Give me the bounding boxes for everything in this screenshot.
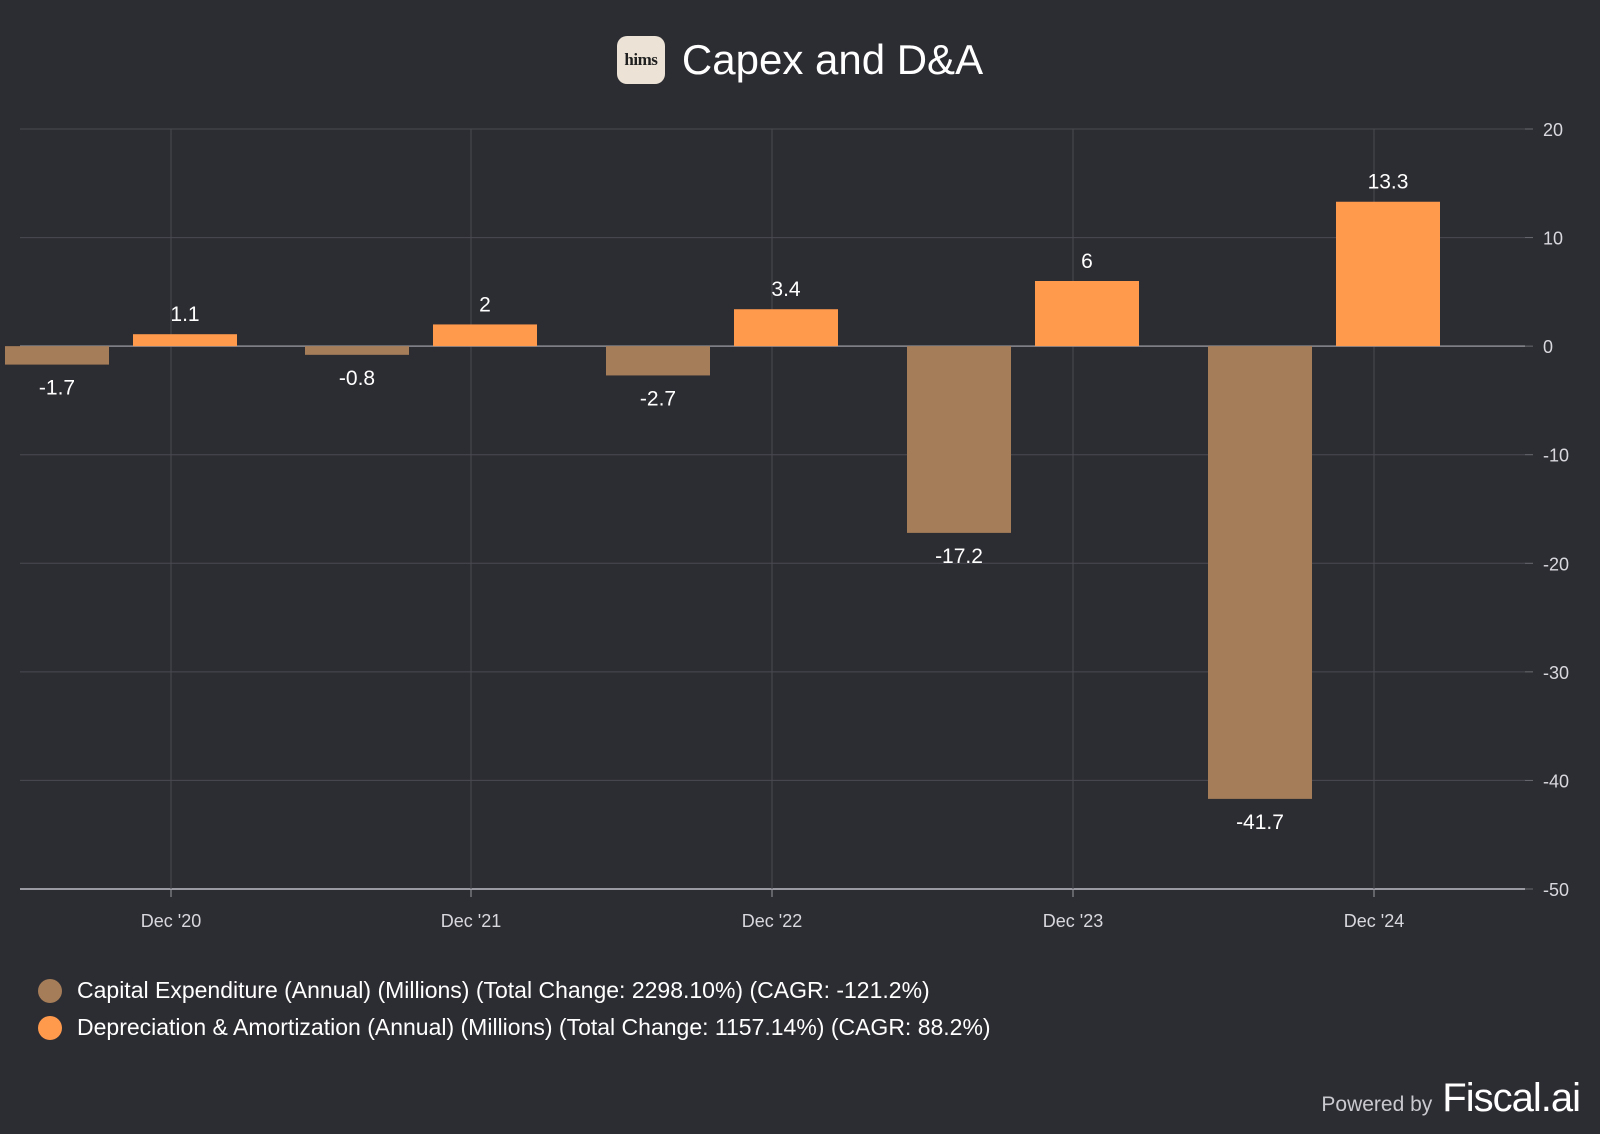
data-label-capex: -2.7 (640, 387, 676, 410)
legend-dot-capex (38, 978, 62, 1003)
y-tick-label: 0 (1543, 337, 1553, 357)
chart-header: hims Capex and D&A (0, 30, 1600, 90)
y-tick-label: -20 (1543, 554, 1569, 574)
x-tick-label: Dec '21 (441, 911, 501, 931)
fiscal-ai-logo[interactable]: Fiscal.ai (1442, 1076, 1581, 1120)
y-tick-label: -30 (1543, 663, 1569, 683)
powered-by-text: Powered by (1321, 1093, 1433, 1116)
y-tick-label: 10 (1543, 229, 1563, 249)
bar-capex (606, 346, 710, 376)
legend-item-da[interactable]: Depreciation & Amortization (Annual) (Mi… (38, 1009, 991, 1046)
chart-title: Capex and D&A (681, 36, 984, 83)
data-label-da: 2 (479, 293, 491, 316)
bar-da (133, 334, 237, 347)
data-label-capex: -1.7 (39, 377, 75, 400)
bar-da (433, 324, 537, 347)
x-tick-label: Dec '20 (141, 911, 201, 931)
legend-dot-da (38, 1015, 62, 1040)
data-label-capex: -41.7 (1236, 811, 1284, 834)
y-tick-label: 20 (1543, 120, 1563, 140)
bar-capex (1208, 346, 1312, 799)
legend-label-capex: Capital Expenditure (Annual) (Millions) … (77, 977, 930, 1003)
data-label-da: 1.1 (170, 303, 199, 326)
x-tick-label: Dec '23 (1043, 911, 1103, 931)
y-tick-label: -10 (1543, 446, 1569, 466)
bar-da (1035, 281, 1139, 347)
bar-capex (305, 346, 409, 355)
legend-item-capex[interactable]: Capital Expenditure (Annual) (Millions) … (38, 972, 991, 1009)
bar-capex (5, 346, 109, 365)
data-label-da: 3.4 (771, 278, 801, 301)
data-label-da: 13.3 (1368, 171, 1409, 194)
data-label-capex: -0.8 (339, 367, 375, 390)
bar-da (1336, 201, 1440, 347)
legend-label-da: Depreciation & Amortization (Annual) (Mi… (77, 1014, 991, 1040)
data-label-da: 6 (1081, 250, 1093, 273)
y-tick-label: -50 (1543, 880, 1569, 900)
x-tick-label: Dec '22 (742, 911, 802, 931)
y-tick-label: -40 (1543, 771, 1569, 791)
footer-branding: Powered by Fiscal.ai (1321, 1076, 1581, 1121)
bar-da (734, 309, 838, 347)
company-logo: hims (616, 36, 665, 84)
bar-capex (907, 346, 1011, 533)
data-label-capex: -17.2 (935, 545, 983, 568)
x-tick-label: Dec '24 (1344, 911, 1404, 931)
chart-legend: Capital Expenditure (Annual) (Millions) … (38, 972, 991, 1046)
